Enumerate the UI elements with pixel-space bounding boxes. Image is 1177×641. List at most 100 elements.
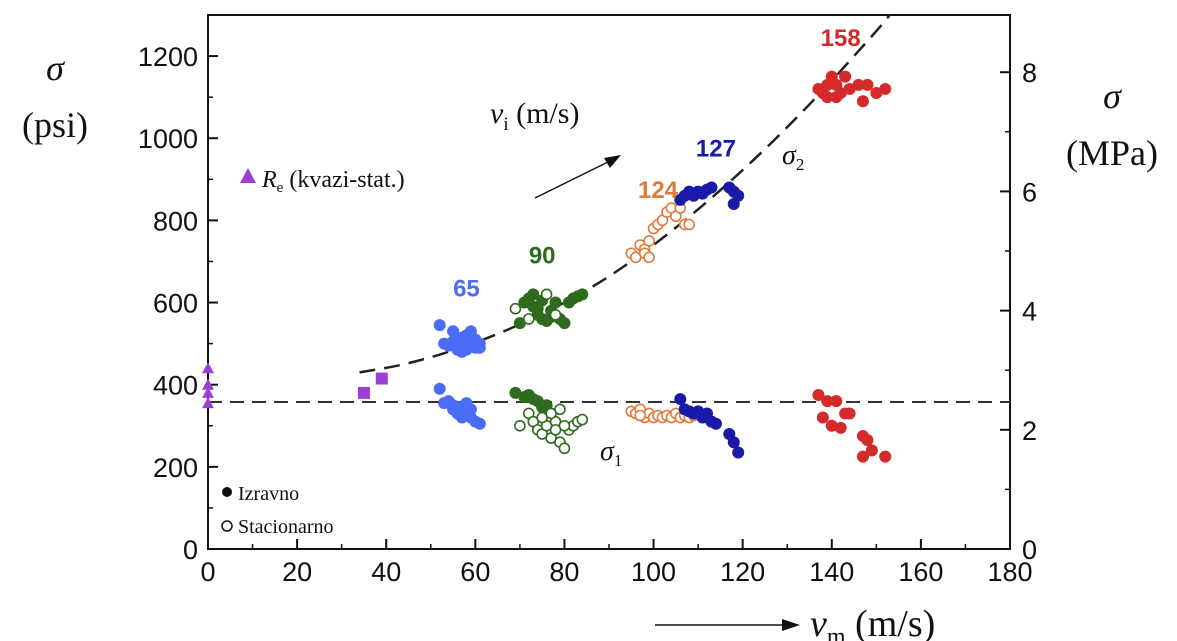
legend-stationary-marker [221,520,233,532]
group-90 [509,288,589,455]
sigma2-curve-path [359,14,891,374]
data-point-filled [513,317,526,330]
data-point-filled [879,82,892,95]
y-left-tick-label: 800 [153,206,198,236]
data-point-open [540,288,553,301]
data-points [202,70,892,463]
quasi-static-triangle [202,362,214,374]
data-point-filled [843,82,856,95]
data-point-filled [464,403,477,416]
y-left-tick-label: 1000 [138,124,198,154]
x-tick-label: 80 [549,557,579,587]
y-right-unit: (MPa) [1066,133,1158,173]
legend-direct-marker [222,487,232,497]
data-point-open [549,309,562,321]
data-point-filled [834,421,847,434]
x-axis-label: vm (m/s) [810,603,935,641]
data-point-filled [852,78,865,91]
y-right-tick-label: 2 [1022,416,1037,446]
legend-quasi-static-label: Re (kvazi-stat.) [261,167,405,196]
data-point-filled [856,450,869,463]
group-127 [674,181,745,459]
data-point-filled [447,403,460,416]
data-point-filled [861,78,874,91]
data-point-filled [727,197,740,210]
data-point-filled [870,87,883,100]
data-point-filled [861,434,874,447]
x-tick-label: 100 [631,557,676,587]
x-tick-label: 160 [898,557,943,587]
data-point-filled [433,382,446,395]
chart-labels: 65 90 124 127 158 σ (psi) σ (MPa) vm (m/s) vi (m/s… [22,25,1158,641]
quasi-static-triangle [202,397,214,409]
x-tick-label: 140 [809,557,854,587]
sigma1-label: σ1 [600,436,622,470]
data-point-filled [576,288,589,301]
data-point-open [554,403,566,416]
y-left-symbol: σ [46,48,65,88]
quasi-static-square [357,386,370,399]
y-left-tick-label: 1200 [138,42,198,72]
legend-direct-label: Izravno [238,483,299,505]
group-label-127: 127 [696,136,736,163]
group-label-65: 65 [453,275,480,302]
data-point-filled [821,78,834,91]
data-point-open [643,251,655,264]
y-right-tick-label: 6 [1022,177,1037,207]
x-tick-label: 0 [200,557,215,587]
velocity-arrowhead [604,155,621,168]
data-point-open [514,419,526,432]
group-124 [625,202,700,424]
y-left-tick-label: 0 [183,535,198,565]
data-point-open [576,413,589,426]
y-right-tick-label: 4 [1022,297,1037,327]
data-point-filled [527,288,540,301]
data-point-open [634,409,646,422]
data-point-filled [549,296,562,309]
data-point-filled [865,444,878,457]
data-point-filled [509,386,522,399]
data-point-filled [839,70,852,83]
data-point-filled [674,393,687,406]
data-point-filled [830,91,843,104]
data-point-open [549,424,562,436]
y-right-tick-label: 8 [1022,58,1037,88]
data-point-filled [816,411,829,424]
data-point-filled [727,436,740,449]
quasi-static-triangle [202,386,214,398]
data-point-filled [455,345,468,358]
data-point-open [683,218,696,231]
y-left-tick-label: 200 [153,453,198,483]
data-point-filled [830,395,843,408]
group-label-158: 158 [821,25,861,52]
legend-quasi-static-marker [240,168,256,183]
data-point-filled [821,91,834,104]
x-tick-label: 120 [720,557,765,587]
x-axis-arrowhead [782,619,800,631]
x-tick-label: 40 [371,557,401,587]
data-point-open [558,442,571,455]
x-tick-label: 180 [987,557,1032,587]
plot-frame [207,14,1011,550]
data-point-filled [856,95,869,108]
group-65 [433,319,486,430]
data-point-filled [705,181,718,194]
data-point-open [509,302,522,315]
quasi-static-triangle [202,378,214,390]
x-tick-label: 20 [282,557,312,587]
velocity-annotation: vi (m/s) [490,97,579,135]
sigma2-label: σ2 [782,140,804,174]
axes: 0 20 40 60 80 100 120 140 160 1800200400600800100… [138,14,1037,587]
data-point-filled [821,395,834,408]
data-point-filled [473,417,486,430]
data-point-filled [433,319,446,332]
y-right-tick-label: 0 [1022,535,1037,565]
data-point-filled [438,397,451,410]
data-point-filled [843,407,856,420]
group-label-90: 90 [529,243,556,270]
y-left-unit: (psi) [22,105,88,145]
data-point-filled [709,417,722,430]
velocity-arrow-line [534,159,613,199]
data-point-filled [879,450,892,463]
